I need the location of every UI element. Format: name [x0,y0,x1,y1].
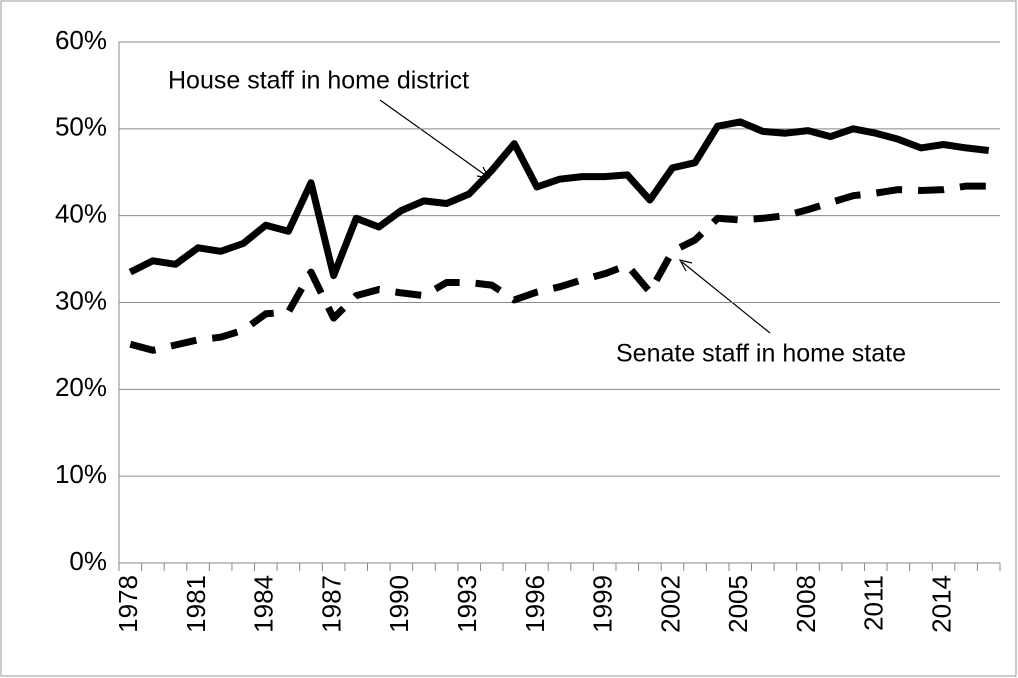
annotation: Senate staff in home state [616,340,906,368]
x-tick-label: 2008 [791,575,821,633]
annotation: House staff in home district [168,67,469,95]
y-tick-label: 40% [55,199,107,229]
x-tick-label: 1990 [384,575,414,633]
x-tick-label: 1984 [249,575,279,633]
x-tick-label: 2014 [926,575,956,633]
y-tick-label: 0% [69,546,107,576]
x-tick-label: 1978 [113,575,143,633]
x-tick-label: 2011 [859,575,889,631]
x-tick-label: 1996 [520,575,550,633]
x-tick-label: 1999 [588,575,618,633]
y-tick-label: 10% [55,459,107,489]
y-tick-label: 30% [55,285,107,315]
x-tick-label: 1981 [181,575,211,633]
annotation-arrow [379,99,489,178]
y-tick-label: 20% [55,372,107,402]
series-line [128,118,990,280]
series-line [129,182,989,354]
x-tick-label: 2005 [723,575,753,633]
x-tick-label: 2002 [655,575,685,633]
y-tick-label: 50% [55,112,107,142]
x-tick-label: 1987 [316,575,346,633]
annotation-arrow [681,261,771,334]
annotation-arrowhead [678,259,693,272]
x-tick-label: 1993 [452,575,482,633]
y-tick-label: 60% [55,25,107,55]
